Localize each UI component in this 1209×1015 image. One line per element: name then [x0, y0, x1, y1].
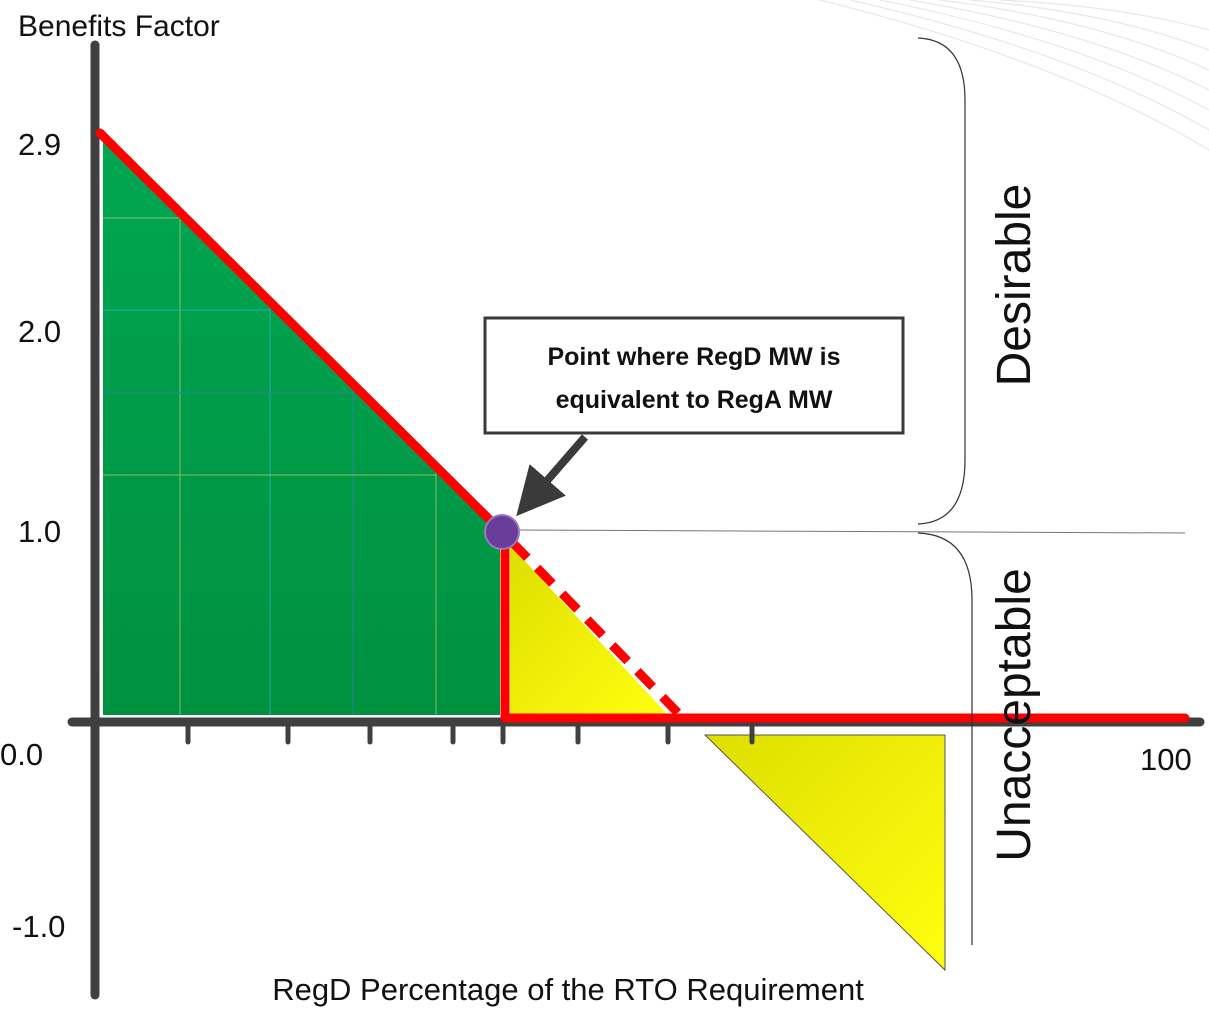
brace-label: Desirable: [988, 184, 1041, 387]
red-curve: [95, 128, 1190, 723]
yellow-negative-area: [703, 734, 946, 972]
callout-line: Point where RegD MW is: [547, 343, 840, 371]
x-tick-marks: [185, 719, 755, 745]
x-max-label: 100: [1140, 742, 1192, 777]
x-axis-label: RegD Percentage of the RTO Requirement: [272, 972, 864, 1007]
callout-box: [483, 316, 905, 435]
callout-arrow: [516, 434, 589, 517]
callout-line: equivalent to RegA MW: [556, 386, 833, 414]
green-area: [103, 140, 500, 715]
y-tick-label: -1.0: [12, 909, 65, 944]
braces: [917, 37, 973, 945]
yellow-area: [510, 545, 668, 715]
y-tick-label: 1.0: [18, 514, 61, 549]
y-axis-label: Benefits Factor: [18, 10, 220, 43]
equivalence-line: [514, 529, 1186, 534]
area-grid: [103, 217, 437, 715]
equivalence-point: [484, 514, 520, 550]
y-tick-label: 0.0: [0, 737, 43, 772]
background-arcs: [819, 0, 1209, 151]
y-tick-label: 2.9: [18, 127, 61, 162]
y-tick-label: 2.0: [18, 314, 61, 349]
brace-label: Unacceptable: [988, 568, 1041, 862]
